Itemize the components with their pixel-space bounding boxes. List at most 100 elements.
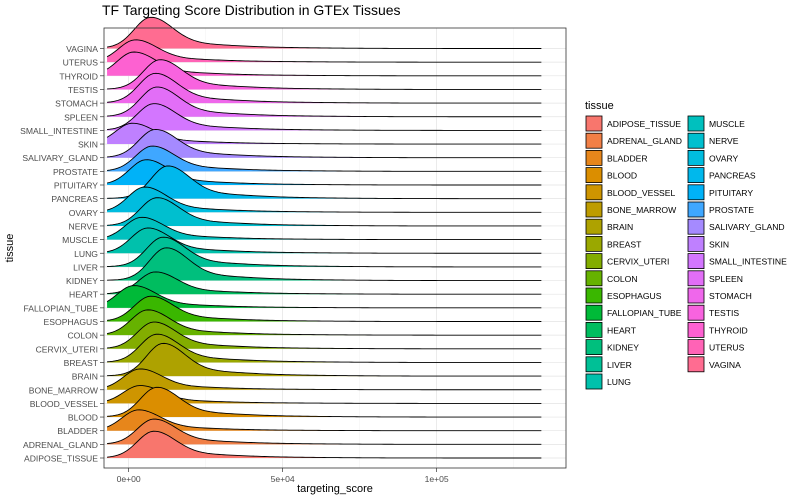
ridge-line-skin <box>106 122 542 145</box>
legend-label: BRAIN <box>607 222 633 232</box>
legend-label: NERVE <box>709 136 739 146</box>
legend-item-thyroid: THYROID <box>687 321 748 338</box>
legend-label: PITUITARY <box>709 188 753 198</box>
y-tick-label: OVARY <box>69 208 99 218</box>
legend-label: PANCREAS <box>709 171 756 181</box>
ridge-line-bone-marrow <box>106 368 542 391</box>
legend-swatch <box>585 115 603 132</box>
ridge-line-bladder <box>106 409 542 432</box>
legend-label: UTERUS <box>709 343 745 353</box>
ridge-line-lung <box>106 227 542 254</box>
legend-item-small-intestine: SMALL_INTESTINE <box>687 253 787 270</box>
legend-label: PROSTATE <box>709 205 754 215</box>
legend-label: BLOOD_VESSEL <box>607 188 676 198</box>
legend-swatch <box>687 356 705 373</box>
legend: ADIPOSE_TISSUE ADRENAL_GLAND BLADDER BLOOD B… <box>585 115 787 390</box>
y-tick-label: VAGINA <box>66 44 98 54</box>
y-tick-label: ADRENAL_GLAND <box>23 440 98 450</box>
ridge-line-nerve <box>107 197 542 227</box>
ridge-line-fallopian-tube <box>106 285 542 309</box>
legend-item-colon: COLON <box>585 270 638 287</box>
legend-item-stomach: STOMACH <box>687 287 752 304</box>
legend-label: OVARY <box>709 153 739 163</box>
legend-swatch <box>585 373 603 390</box>
legend-item-testis: TESTIS <box>687 304 739 321</box>
y-tick-label: SKIN <box>78 140 98 150</box>
ridge-line-heart <box>107 271 542 295</box>
ridge-fill-small-intestine <box>107 103 542 131</box>
y-tick-label: MUSCLE <box>62 235 98 245</box>
y-tick-label: HEART <box>69 290 99 300</box>
legend-label: SPLEEN <box>709 274 743 284</box>
ridge-line-muscle <box>106 216 542 241</box>
y-tick-label: BREAST <box>64 358 99 368</box>
y-tick-label: PITUITARY <box>54 181 98 191</box>
x-tick-label: 5e+04 <box>271 474 295 484</box>
legend-swatch <box>585 253 603 270</box>
legend-swatch <box>585 218 603 235</box>
ridge-line-brain <box>107 342 542 377</box>
legend-swatch <box>687 218 705 235</box>
x-axis-label: targeting_score <box>297 483 373 495</box>
legend-swatch <box>585 339 603 356</box>
x-tick-label: 0e+00 <box>117 474 141 484</box>
legend-swatch <box>687 287 705 304</box>
legend-label: ADRENAL_GLAND <box>607 136 682 146</box>
legend-item-skin: SKIN <box>687 235 729 252</box>
legend-item-blood-vessel: BLOOD_VESSEL <box>585 184 676 201</box>
ridge-line-esophagus <box>107 295 542 322</box>
legend-item-spleen: SPLEEN <box>687 270 743 287</box>
legend-label: STOMACH <box>709 291 752 301</box>
ridge-line-spleen <box>107 86 542 118</box>
legend-label: LIVER <box>607 360 632 370</box>
ridge-line-uterus <box>106 39 542 63</box>
legend-item-lung: LUNG <box>585 373 631 390</box>
legend-label: BREAST <box>607 239 642 249</box>
legend-item-ovary: OVARY <box>687 149 739 166</box>
legend-swatch <box>585 201 603 218</box>
legend-title: tissue <box>585 100 614 112</box>
legend-label: THYROID <box>709 325 748 335</box>
legend-item-breast: BREAST <box>585 235 642 252</box>
legend-item-bone-marrow: BONE_MARROW <box>585 201 677 218</box>
legend-label: BLADDER <box>607 153 648 163</box>
legend-swatch <box>687 339 705 356</box>
legend-swatch <box>585 304 603 321</box>
legend-swatch <box>585 235 603 252</box>
legend-label: FALLOPIAN_TUBE <box>607 308 682 318</box>
legend-label: LUNG <box>607 377 631 387</box>
ridge-line-blood <box>107 386 542 418</box>
ridge-line-liver <box>107 236 542 268</box>
legend-label: SMALL_INTESTINE <box>709 257 787 267</box>
legend-label: ADIPOSE_TISSUE <box>607 119 681 129</box>
y-axis: ADIPOSE_TISSUE ADRENAL_GLAND BLADDER BLOOD B… <box>20 44 104 464</box>
ridge-line-stomach <box>107 72 542 104</box>
y-tick-label: SALIVARY_GLAND <box>22 153 98 163</box>
legend-label: SKIN <box>709 239 729 249</box>
ridge-line-breast <box>107 333 542 363</box>
legend-item-heart: HEART <box>585 321 637 338</box>
legend-swatch <box>687 201 705 218</box>
legend-label: TESTIS <box>709 308 739 318</box>
legend-item-fallopian-tube: FALLOPIAN_TUBE <box>585 304 682 321</box>
legend-item-bladder: BLADDER <box>585 149 648 166</box>
legend-item-pituitary: PITUITARY <box>687 184 753 201</box>
ridge-line-small-intestine <box>107 103 542 131</box>
legend-label: MUSCLE <box>709 119 745 129</box>
legend-item-liver: LIVER <box>585 356 632 373</box>
legend-label: VAGINA <box>709 360 741 370</box>
legend-label: COLON <box>607 274 638 284</box>
y-tick-label: LIVER <box>73 262 98 272</box>
legend-swatch <box>687 304 705 321</box>
legend-item-adrenal-gland: ADRENAL_GLAND <box>585 132 682 149</box>
plot-panel-border <box>103 27 567 469</box>
ridge-line-colon <box>106 309 542 336</box>
legend-swatch <box>585 167 603 184</box>
ridge-line-adipose-tissue <box>107 430 542 459</box>
y-tick-label: THYROID <box>59 71 98 81</box>
legend-swatch <box>585 287 603 304</box>
y-tick-label: KIDNEY <box>66 276 98 286</box>
y-tick-label: PROSTATE <box>53 167 98 177</box>
y-tick-label: STOMACH <box>55 99 98 109</box>
legend-label: BONE_MARROW <box>607 205 677 215</box>
